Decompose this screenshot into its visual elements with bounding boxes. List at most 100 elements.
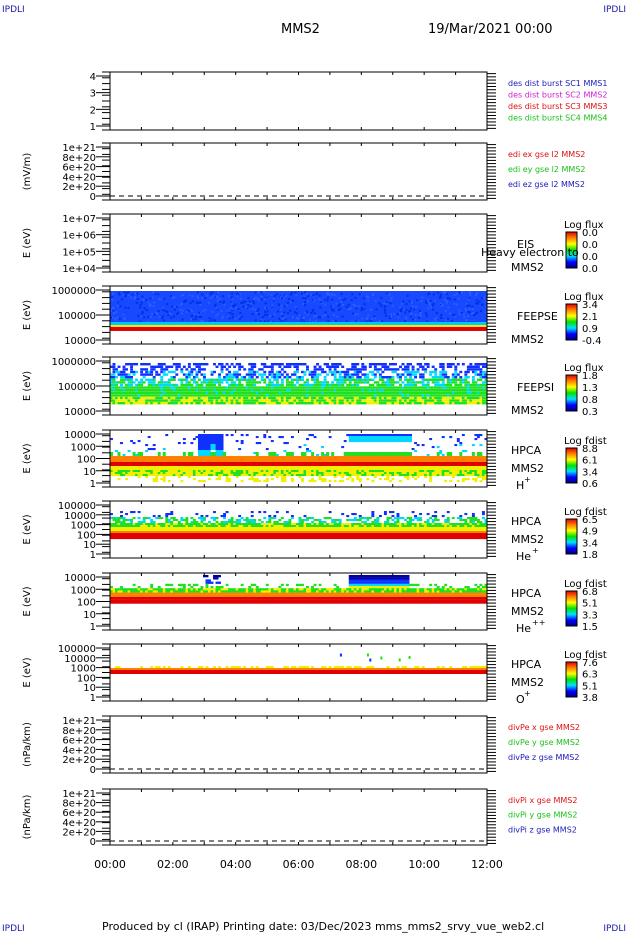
spectro-cell: [225, 378, 229, 381]
spectro-cell: [348, 376, 352, 379]
spectro-cell: [237, 316, 240, 319]
spectro-cell: [280, 394, 284, 397]
spectro-cell: [381, 470, 385, 473]
spectro-cell: [268, 370, 272, 374]
spectro-cell: [198, 311, 201, 314]
spectro-cell: [338, 460, 342, 463]
spectro-cell: [434, 458, 438, 461]
spectro-cell: [132, 462, 136, 465]
spectro-band: [110, 324, 487, 328]
spectro-cell: [185, 399, 189, 402]
spectro-cell: [233, 456, 237, 459]
spectro-cell: [424, 399, 428, 402]
spectro-cell: [353, 386, 357, 389]
spectro-cell: [275, 293, 278, 296]
spectro-cell: [268, 383, 272, 387]
spectro-cell: [125, 294, 128, 297]
spectro-cell: [326, 363, 330, 366]
spectro-cell: [155, 456, 159, 459]
spectro-cell: [112, 365, 116, 368]
spectro-cell: [283, 468, 287, 471]
spectro-cell: [120, 462, 123, 465]
spectro-cell: [290, 391, 294, 394]
spectro-cell: [258, 389, 262, 392]
spectro-cell: [351, 396, 355, 400]
spectro-cell: [376, 402, 380, 405]
spectro-cell: [402, 308, 405, 311]
spectro-cell: [238, 474, 242, 477]
spectro-cell: [175, 464, 179, 467]
spectro-cell: [283, 472, 287, 475]
spectro-cell: [331, 370, 335, 374]
spectro-cell: [376, 452, 380, 455]
spectro-cell: [278, 373, 282, 376]
spectro-cell: [315, 315, 318, 318]
spectro-cell: [331, 373, 335, 376]
spectro-cell: [468, 297, 471, 300]
spectro-cell: [479, 368, 483, 371]
spectro-cell: [356, 438, 360, 441]
spectro-cell: [373, 368, 377, 371]
spectro-cell: [115, 466, 118, 469]
spectro-cell: [401, 452, 405, 455]
spectro-cell: [394, 458, 397, 461]
spectro-cell: [367, 299, 370, 302]
spectro-cell: [275, 363, 279, 366]
spectro-cell: [323, 363, 327, 366]
spectro-cell: [150, 399, 154, 402]
spectro-cell: [313, 468, 317, 471]
spectro-cell: [484, 376, 488, 379]
spectro-cell: [115, 474, 118, 477]
spectro-cell: [366, 458, 370, 461]
spectro-cell: [285, 304, 288, 307]
spectro-cell: [122, 456, 126, 459]
spectro-cell: [213, 474, 216, 477]
spectro-cell: [326, 468, 330, 471]
spectro-cell: [405, 309, 408, 312]
spectro-cell: [208, 478, 211, 481]
spectro-cell: [343, 472, 347, 475]
spectro-cell: [301, 470, 304, 473]
spectro-cell: [132, 452, 136, 455]
spectro-cell: [323, 376, 327, 379]
spectro-cell: [343, 464, 347, 467]
spectro-cell: [336, 378, 340, 381]
spectro-cell: [326, 472, 330, 475]
spectro-cell: [435, 312, 438, 315]
spectro-cell: [253, 474, 257, 477]
spectro-cell: [474, 391, 478, 394]
spectro-cell: [210, 460, 214, 463]
spectro-cell: [295, 394, 299, 397]
spectro-band: [110, 326, 487, 331]
spectro-cell: [265, 466, 269, 469]
spectro-cell: [396, 396, 400, 400]
spectro-cell: [341, 394, 345, 397]
spectro-cell: [290, 480, 294, 483]
spectro-cell: [177, 396, 181, 400]
spectro-cell: [258, 399, 262, 402]
spectro-cell: [250, 370, 254, 374]
spectro-cell: [162, 389, 166, 392]
spectro-cell: [373, 381, 377, 384]
spectro-cell: [142, 466, 146, 469]
spectro-cell: [238, 378, 242, 381]
spectro-cell: [230, 456, 234, 459]
spectro-cell: [356, 378, 360, 381]
spectro-cell: [348, 386, 352, 389]
spectro-cell: [371, 458, 375, 461]
spectro-cell: [130, 462, 134, 465]
spectro-cell: [165, 386, 169, 389]
spectro-cell: [366, 402, 370, 405]
spectro-cell: [356, 478, 360, 481]
spectro-cell: [336, 396, 340, 400]
spectro-cell: [228, 456, 232, 459]
spectro-cell: [273, 454, 277, 457]
spectro-cell: [131, 293, 134, 296]
spectro-cell: [122, 460, 126, 463]
spectro-cell: [112, 456, 116, 459]
spectro-cell: [185, 470, 189, 473]
spectro-cell: [411, 448, 415, 451]
spectro-cell: [321, 389, 325, 392]
spectro-cell: [205, 434, 209, 437]
spectro-cell: [288, 468, 292, 471]
